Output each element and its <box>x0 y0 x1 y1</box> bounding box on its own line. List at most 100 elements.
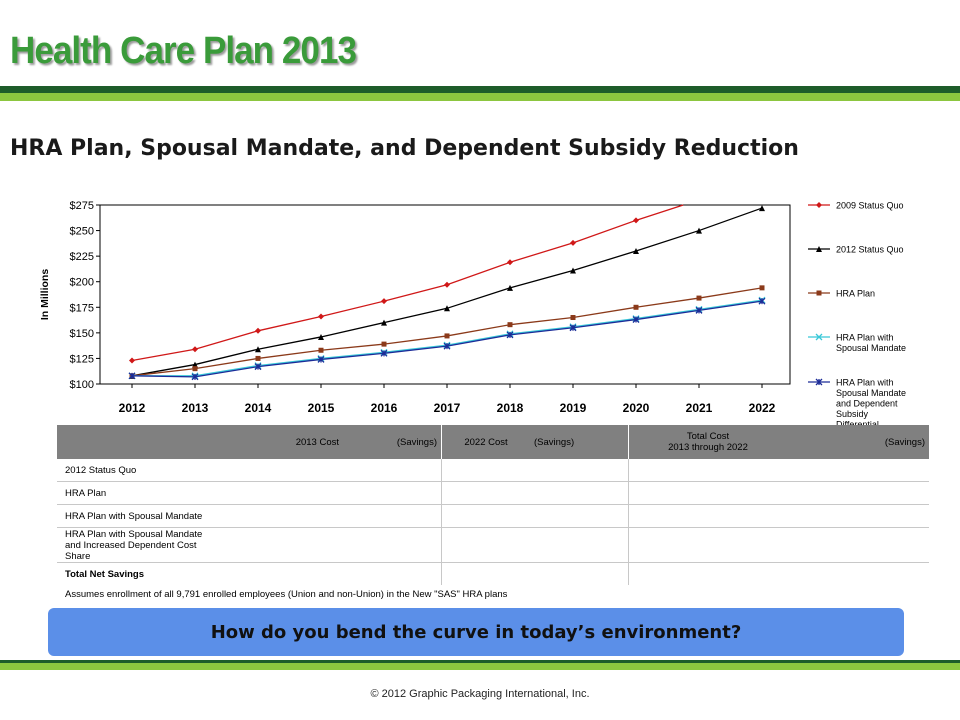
chart-series <box>128 204 766 381</box>
data-point <box>444 305 450 312</box>
header-divider-dark <box>0 86 960 93</box>
data-point <box>816 202 822 208</box>
footer-divider-dark <box>0 660 960 663</box>
data-point <box>381 298 387 305</box>
x-tick-label: 2017 <box>434 401 461 415</box>
y-tick-label: $275 <box>70 200 94 212</box>
table-cell <box>441 459 629 482</box>
legend-label: HRA Plan with Spousal Mandate <box>836 333 906 354</box>
callout-banner: How do you bend the curve in today’s env… <box>48 608 904 656</box>
legend-label-line: HRA Plan with <box>836 378 894 388</box>
y-tick-label: $100 <box>70 379 94 391</box>
x-tick-label: 2014 <box>245 401 272 415</box>
x-tick-label: 2022 <box>749 401 776 415</box>
series-hra-plan <box>129 285 765 379</box>
data-point <box>318 347 324 353</box>
table-cell <box>441 527 629 563</box>
data-point <box>381 319 387 326</box>
chart-axes: $100 $125 $150 $175 $200 $225 $250 $275 In Milli… <box>39 200 791 415</box>
x-tick-label: 2020 <box>623 401 650 415</box>
y-tick-label: $150 <box>70 328 94 340</box>
plot-frame <box>99 204 791 385</box>
table-header-2013-savings: (Savings) <box>343 425 442 459</box>
legend-label: HRA Plan <box>836 289 875 299</box>
table-row-label: HRA Plan with Spousal Mandate and Increa… <box>57 527 442 563</box>
x-tick-label: 2013 <box>182 401 209 415</box>
legend-label-line: Spousal Mandate <box>836 388 906 398</box>
legend-label-line: Subsidy <box>836 409 869 419</box>
table-total-row: Total Net Savings <box>57 562 929 585</box>
legend-label: HRA Plan with Spousal Mandate and Dependen… <box>836 378 906 426</box>
line-chart: $100 $125 $150 $175 $200 $225 $250 $275 In Milli… <box>39 200 906 426</box>
data-point <box>507 322 513 328</box>
y-tick-label: $200 <box>70 277 94 289</box>
y-tick-label: $225 <box>70 251 94 263</box>
data-point <box>192 346 198 353</box>
data-point <box>380 349 388 357</box>
legend-item: 2012 Status Quo <box>808 245 904 255</box>
data-point <box>318 313 324 320</box>
legend-label-line: Spousal Mandate <box>836 343 906 353</box>
data-point <box>191 373 199 381</box>
series-hra-plan-with-spousal-mandate-and-dependent-subsidy-differential <box>128 297 766 381</box>
data-point <box>816 290 822 296</box>
data-point <box>129 357 135 364</box>
table-total-label: Total Net Savings <box>65 568 145 580</box>
data-point <box>444 333 450 339</box>
legend-label-line: Differential <box>836 420 879 426</box>
table-header-row: 2013 Cost (Savings) 2022 Cost (Savings) … <box>57 425 929 459</box>
legend-item: HRA Plan with Spousal Mandate <box>808 333 906 354</box>
chart-legend: 2009 Status Quo 2012 Status Quo HRA Plan HR… <box>808 201 906 426</box>
data-point <box>632 316 640 324</box>
data-point <box>128 372 136 380</box>
data-point <box>381 341 387 347</box>
table-row-label: 2012 Status Quo <box>57 459 442 482</box>
data-point <box>507 259 513 266</box>
data-point <box>759 285 765 291</box>
table-row: HRA Plan with Spousal Mandate <box>57 504 929 528</box>
x-tick-label: 2016 <box>371 401 398 415</box>
series-line <box>131 204 684 362</box>
y-tick-label: $175 <box>70 302 94 314</box>
legend-item: 2009 Status Quo <box>808 201 904 211</box>
table-row-label: HRA Plan <box>57 481 442 505</box>
table-cell <box>628 504 929 528</box>
series-line <box>131 287 763 377</box>
slide-subtitle: HRA Plan, Spousal Mandate, and Dependent… <box>10 136 799 161</box>
data-point <box>507 284 513 291</box>
data-point <box>318 333 324 340</box>
table-cell <box>628 562 929 585</box>
table-row: 2012 Status Quo <box>57 459 929 482</box>
data-point <box>696 295 702 301</box>
data-point <box>633 217 639 224</box>
header-divider-light <box>0 93 960 101</box>
data-point <box>696 227 702 234</box>
table-cell <box>628 481 929 505</box>
table-header-2013-cost: 2013 Cost <box>265 425 343 459</box>
table-row: HRA Plan with Spousal Mandate and Increa… <box>57 527 929 563</box>
copyright-footer: © 2012 Graphic Packaging International, … <box>370 688 590 700</box>
x-tick-label: 2018 <box>497 401 524 415</box>
data-point <box>570 267 576 274</box>
table-header-total-savings: (Savings) <box>787 425 929 459</box>
legend-label-line: and Dependent <box>836 399 898 409</box>
data-point <box>506 331 514 339</box>
data-point <box>192 361 198 368</box>
data-point <box>317 355 325 363</box>
x-tick-label: 2015 <box>308 401 335 415</box>
data-point <box>633 248 639 255</box>
series-line <box>131 207 763 377</box>
table-cell <box>628 459 929 482</box>
legend-label: 2012 Status Quo <box>836 245 904 255</box>
legend-label-line: 2012 Status Quo <box>836 245 904 255</box>
y-tick-label: $125 <box>70 353 94 365</box>
data-point <box>254 363 262 371</box>
legend-label: 2009 Status Quo <box>836 201 904 211</box>
table-row: HRA Plan <box>57 481 929 505</box>
table-cell <box>441 481 629 505</box>
data-point <box>570 315 576 321</box>
x-tick-label: 2012 <box>119 401 146 415</box>
page-title: Health Care Plan 2013 <box>10 30 357 72</box>
series-2009-status-quo <box>129 204 684 364</box>
data-point <box>816 246 822 252</box>
